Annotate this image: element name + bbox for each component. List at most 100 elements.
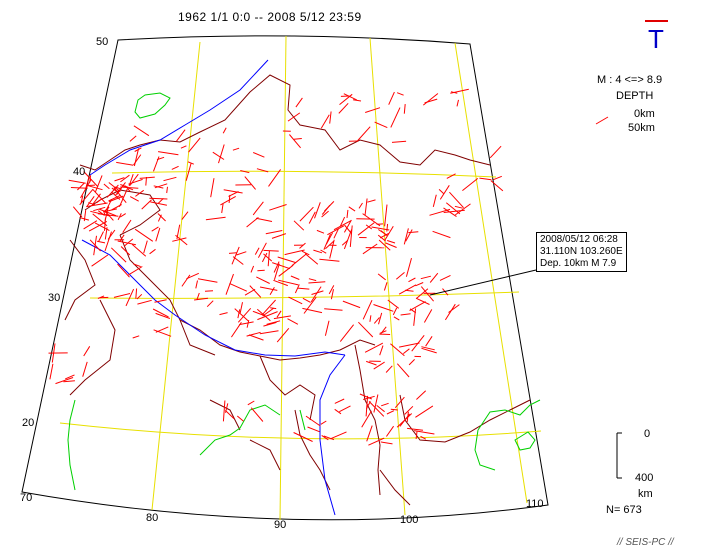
epicentre-mark bbox=[51, 343, 56, 363]
epicentre-mark bbox=[454, 205, 463, 209]
epicentre-mark bbox=[246, 331, 261, 337]
lon-label-90: 90 bbox=[274, 519, 287, 531]
epicentre-mark bbox=[307, 426, 320, 433]
epicentre-mark bbox=[132, 335, 140, 339]
epicentre-mark bbox=[409, 308, 417, 314]
epicentre-mark bbox=[439, 185, 450, 200]
epicentre-mark bbox=[232, 256, 244, 265]
epicentre-mark bbox=[212, 151, 225, 160]
epicentre-mark bbox=[363, 395, 375, 400]
epicentre-mark bbox=[65, 374, 75, 380]
epicentre-mark bbox=[490, 180, 504, 192]
event-count: N= 673 bbox=[606, 504, 642, 516]
epicentre-mark bbox=[55, 377, 74, 385]
epicentre-mark bbox=[361, 410, 372, 428]
epicentre-mark bbox=[93, 206, 106, 212]
epicentre-mark bbox=[204, 290, 214, 292]
epicentre-mark bbox=[99, 208, 117, 217]
epicentre-mark bbox=[155, 227, 161, 242]
epicentre-mark bbox=[333, 220, 352, 231]
epicentre-mark bbox=[129, 135, 137, 142]
epicentre-mark bbox=[175, 234, 188, 246]
epicentre-mark bbox=[133, 263, 141, 268]
epicentre-mark bbox=[131, 244, 147, 257]
epicentre-mark bbox=[374, 121, 388, 129]
epicentre-mark bbox=[103, 183, 110, 190]
epicentre-mark bbox=[320, 420, 327, 425]
epicentre-mark bbox=[408, 359, 415, 366]
epicentre-mark bbox=[384, 225, 394, 242]
epicentre-mark bbox=[373, 361, 385, 370]
epicentre-mark bbox=[416, 390, 427, 400]
depth-0-label: 0km bbox=[634, 108, 655, 120]
callout-location: 31.110N 103.260E bbox=[540, 246, 623, 257]
epicentre-mark bbox=[195, 280, 198, 289]
mode-letter: T bbox=[648, 24, 664, 54]
epicentre-mark bbox=[206, 300, 214, 308]
epicentre-mark bbox=[181, 274, 191, 287]
epicentre-mark bbox=[232, 147, 240, 151]
epicentre-mark bbox=[334, 408, 342, 415]
epicentre-mark bbox=[303, 296, 317, 314]
epicentre-mark bbox=[320, 249, 327, 254]
epicentre-mark bbox=[246, 217, 259, 228]
epicentre-mark bbox=[197, 278, 218, 283]
epicentre-mark bbox=[139, 176, 155, 179]
epicentre-mark bbox=[344, 224, 352, 234]
epicentre-mark bbox=[63, 380, 75, 383]
epicentre-mark bbox=[378, 239, 391, 251]
epicentre-mark bbox=[263, 253, 273, 262]
epicentre-mark bbox=[379, 345, 384, 356]
epicentre-mark bbox=[339, 216, 346, 227]
epicentre-mark bbox=[98, 231, 104, 242]
epicentre-mark bbox=[205, 216, 226, 221]
epicentre-mark bbox=[244, 176, 256, 190]
epicentre-mark bbox=[338, 102, 349, 114]
epicentre-mark bbox=[114, 186, 122, 190]
epicentre-mark bbox=[358, 202, 363, 209]
epicentre-mark bbox=[287, 318, 299, 325]
epicentre-mark bbox=[49, 363, 54, 380]
epicentre-mark bbox=[330, 289, 334, 300]
epicentre-mark bbox=[378, 312, 383, 325]
epicentre-mark bbox=[405, 229, 413, 242]
epicentre-mark bbox=[151, 226, 159, 232]
epicentre-mark bbox=[313, 249, 323, 254]
epicentre-mark bbox=[96, 240, 106, 244]
epicentre-mark bbox=[304, 253, 319, 265]
epicentre-mark bbox=[388, 91, 395, 105]
epicentre-mark bbox=[385, 242, 397, 248]
epicentre-mark bbox=[415, 405, 434, 418]
epicentre-mark bbox=[314, 202, 321, 219]
epicentre-mark bbox=[395, 272, 405, 280]
epicentre-mark bbox=[252, 310, 266, 317]
epicentre-mark bbox=[402, 348, 410, 354]
epicentre-mark bbox=[287, 112, 301, 122]
epicentre-mark bbox=[334, 398, 345, 404]
epicentre-mark bbox=[368, 401, 385, 417]
longitude-lines bbox=[151, 35, 528, 521]
epicentre-mark bbox=[153, 329, 172, 337]
epicentre-mark bbox=[339, 324, 354, 342]
epicentre-mark bbox=[84, 176, 90, 190]
epicentre-mark bbox=[289, 134, 301, 149]
epicentre-mark bbox=[129, 196, 139, 202]
epicentre-mark bbox=[295, 97, 303, 108]
epicentre-mark bbox=[339, 405, 351, 413]
epicentre-mark bbox=[273, 263, 280, 280]
callout-details: Dep. 10km M 7.9 bbox=[540, 258, 617, 269]
epicentre-mark bbox=[237, 309, 241, 319]
epicentre-mark bbox=[362, 213, 381, 227]
epicentre-mark bbox=[348, 206, 356, 212]
epicentre-mark bbox=[407, 427, 424, 431]
epicentre-mark bbox=[239, 321, 254, 326]
epicentre-mark bbox=[254, 247, 260, 255]
epicentre-mark bbox=[432, 194, 437, 208]
epicentre-mark bbox=[104, 231, 112, 252]
epicentre-mark bbox=[308, 278, 317, 282]
epicentre-mark bbox=[96, 198, 102, 204]
epicentre-mark bbox=[86, 202, 108, 208]
epicentre-mark bbox=[141, 199, 152, 210]
epicentre-mark bbox=[420, 286, 434, 302]
